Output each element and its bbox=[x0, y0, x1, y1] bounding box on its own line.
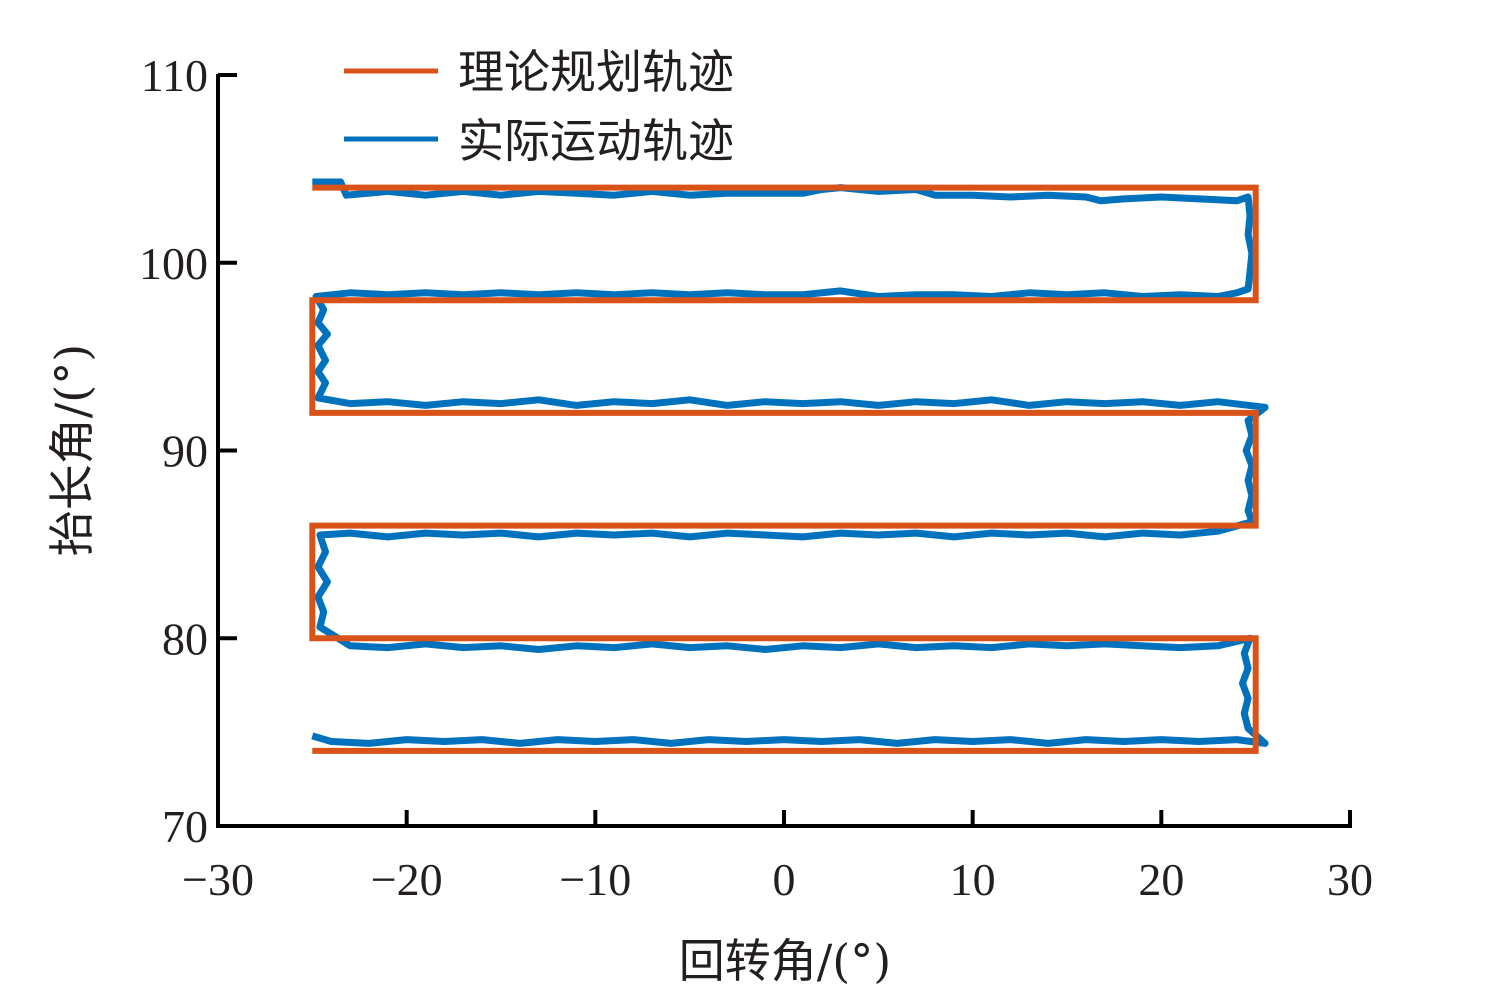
x-tick-label: 20 bbox=[1138, 854, 1184, 905]
x-tick-label: 10 bbox=[950, 854, 996, 905]
y-tick-label: 80 bbox=[162, 613, 208, 664]
x-tick-label: 0 bbox=[773, 854, 796, 905]
x-tick-label: 30 bbox=[1327, 854, 1373, 905]
y-axis-title: 抬长角/(°) bbox=[45, 344, 99, 556]
y-tick-label: 70 bbox=[162, 801, 208, 852]
x-axis-title: 回转角/(°) bbox=[679, 934, 891, 988]
x-ticks: −30 −20 −10 0 10 20 30 bbox=[182, 810, 1373, 905]
y-tick-label: 90 bbox=[162, 426, 208, 477]
legend-label-actual: 实际运动轨迹 bbox=[458, 114, 734, 168]
legend: 理论规划轨迹 实际运动轨迹 bbox=[344, 45, 734, 168]
x-tick-label: −30 bbox=[182, 854, 254, 905]
x-tick-label: −10 bbox=[559, 854, 631, 905]
legend-label-planned: 理论规划轨迹 bbox=[458, 45, 734, 99]
y-tick-label: 110 bbox=[141, 50, 208, 101]
actual-trajectory-line bbox=[311, 178, 1269, 747]
y-ticks: 70 80 90 100 110 bbox=[139, 50, 237, 852]
y-tick-label: 100 bbox=[139, 238, 208, 289]
planned-trajectory-line bbox=[309, 184, 1259, 754]
plot-area bbox=[309, 178, 1269, 754]
axes: 70 80 90 100 110 −30 −20 −10 0 10 20 30 bbox=[139, 50, 1373, 905]
x-tick-label: −20 bbox=[371, 854, 443, 905]
